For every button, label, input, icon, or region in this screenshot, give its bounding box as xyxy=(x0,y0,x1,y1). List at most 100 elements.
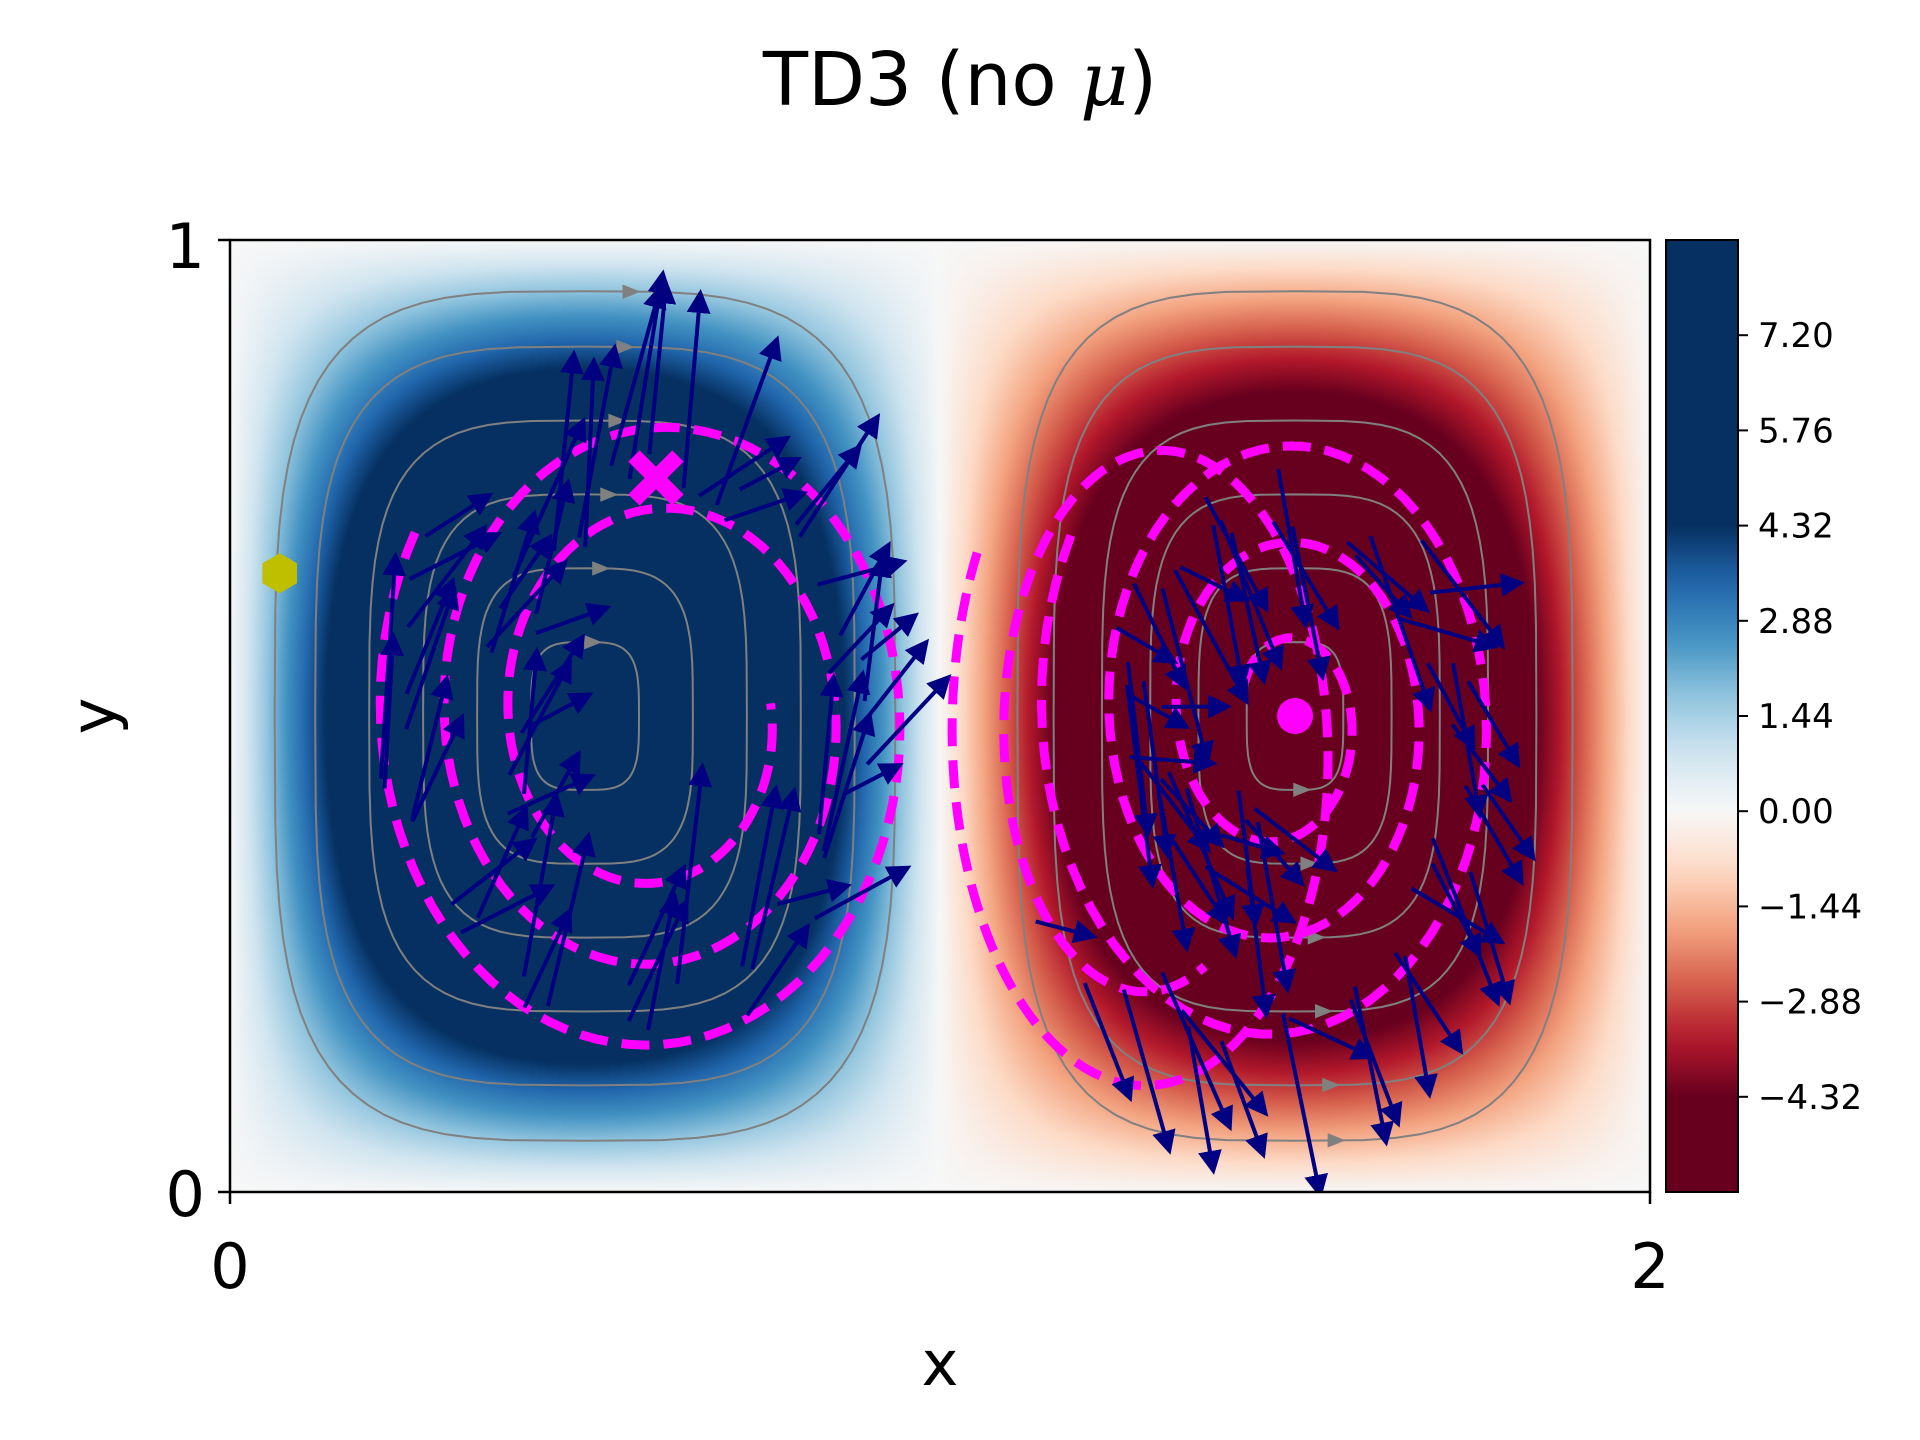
action-arrow xyxy=(817,672,844,835)
x-axis-label: x xyxy=(922,1327,959,1400)
action-arrow xyxy=(822,710,876,859)
streamline-left xyxy=(422,493,748,939)
action-arrow xyxy=(1236,790,1265,929)
action-arrow xyxy=(842,763,904,797)
plot-area xyxy=(228,238,1652,1194)
streamlines xyxy=(273,284,1574,1148)
action-arrow xyxy=(1179,565,1250,602)
x-tick-label: 2 xyxy=(1630,1230,1669,1303)
action-arrow xyxy=(827,602,895,675)
action-arrow xyxy=(1160,971,1233,1132)
action-arrow xyxy=(1219,1040,1268,1159)
action-arrow xyxy=(626,863,687,987)
action-arrow xyxy=(750,786,802,970)
trajectory-left xyxy=(375,422,905,1050)
streamline-left xyxy=(273,290,897,1142)
streamline-arrowhead xyxy=(608,413,627,428)
target-marker xyxy=(628,450,684,506)
action-arrow xyxy=(1129,749,1218,774)
action-arrow xyxy=(745,923,811,1017)
streamline-arrowhead xyxy=(1300,856,1319,871)
action-arrow xyxy=(1353,986,1394,1147)
action-arrow xyxy=(378,551,407,779)
action-arrow xyxy=(821,669,871,852)
colorbar-tick-label: −4.32 xyxy=(1758,1078,1862,1118)
action-arrow xyxy=(530,749,581,839)
action-arrow xyxy=(485,559,568,649)
action-arrow xyxy=(404,584,460,730)
action-arrow xyxy=(740,784,785,967)
y-tick-label: 1 xyxy=(166,210,205,283)
action-arrow xyxy=(681,289,711,489)
streamline-left xyxy=(476,567,694,865)
colorbar-ticks: −4.32 −2.88 −1.44 0.00 1.44 2.88 4.32 5.76 7.20 xyxy=(1738,316,1862,1118)
action-arrow xyxy=(450,837,538,906)
action-arrow xyxy=(1288,1016,1376,1060)
colorbar-tick-label: 7.20 xyxy=(1758,316,1834,356)
action-arrow xyxy=(410,712,465,823)
colorbar: −4.32 −2.88 −1.44 0.00 1.44 2.88 4.32 5.76 7.20 xyxy=(1665,239,1862,1193)
action-arrow xyxy=(507,658,573,776)
action-arrow xyxy=(646,890,683,1031)
trajectory xyxy=(375,422,1492,1091)
streamline-right xyxy=(1245,641,1345,791)
colorbar-tick-label: −1.44 xyxy=(1758,887,1862,927)
colorbar-tick-label: 2.88 xyxy=(1758,602,1834,642)
action-arrow xyxy=(1253,806,1338,873)
streamline-arrowhead xyxy=(584,634,603,650)
action-arrow xyxy=(1186,1026,1222,1175)
streamline-right xyxy=(1016,290,1574,1142)
action-arrow xyxy=(1276,468,1315,630)
action-arrow xyxy=(1255,821,1297,994)
action-arrow xyxy=(647,279,677,455)
action-arrow xyxy=(626,898,689,1022)
action-arrow xyxy=(577,343,623,539)
action-arrow xyxy=(1125,684,1162,889)
action-arrow xyxy=(1115,626,1179,664)
action-arrows xyxy=(378,269,1536,1192)
action-arrow xyxy=(738,456,802,492)
end-marker xyxy=(1277,698,1313,734)
action-arrow xyxy=(512,416,587,577)
action-arrow xyxy=(1160,588,1214,766)
start-marker xyxy=(262,553,297,594)
action-arrow xyxy=(1354,554,1413,620)
streamline-arrowhead xyxy=(622,284,641,299)
action-arrow xyxy=(838,541,891,637)
streamline-right xyxy=(1052,345,1538,1087)
action-arrow xyxy=(1132,582,1187,691)
action-arrow xyxy=(410,674,454,820)
action-arrow xyxy=(1368,535,1435,713)
streamline-arrowhead xyxy=(1293,782,1312,798)
action-arrow xyxy=(776,879,852,907)
x-tick-label: 0 xyxy=(210,1230,249,1303)
action-arrow xyxy=(1035,919,1098,944)
action-arrow xyxy=(1173,569,1249,706)
action-arrow xyxy=(552,349,584,552)
streamline-arrowhead xyxy=(1314,1004,1333,1019)
action-arrow xyxy=(489,509,541,654)
plot-frame xyxy=(228,238,1652,1194)
action-arrow xyxy=(521,646,547,795)
streamline-right xyxy=(1100,419,1490,1013)
streamline-arrowhead xyxy=(600,487,619,502)
action-arrow xyxy=(675,762,713,984)
action-arrow xyxy=(1159,777,1225,849)
streamline-arrowhead xyxy=(592,561,611,576)
streamline-left xyxy=(314,345,856,1087)
action-arrow xyxy=(1290,526,1331,682)
action-arrow xyxy=(1126,692,1191,730)
action-arrow xyxy=(817,555,908,587)
action-arrow xyxy=(1155,784,1196,953)
action-arrow xyxy=(860,612,919,662)
action-arrow xyxy=(1082,982,1135,1103)
y-tick-label: 0 xyxy=(166,1158,205,1231)
action-arrow xyxy=(862,552,893,702)
chart-title: TD3 (no μ) xyxy=(762,37,1157,123)
colorbar-tick-label: 4.32 xyxy=(1758,507,1834,547)
action-arrow xyxy=(797,413,881,538)
action-arrow xyxy=(1346,540,1431,614)
action-arrow xyxy=(1121,989,1176,1155)
colorbar-tick-label: 5.76 xyxy=(1758,411,1834,451)
